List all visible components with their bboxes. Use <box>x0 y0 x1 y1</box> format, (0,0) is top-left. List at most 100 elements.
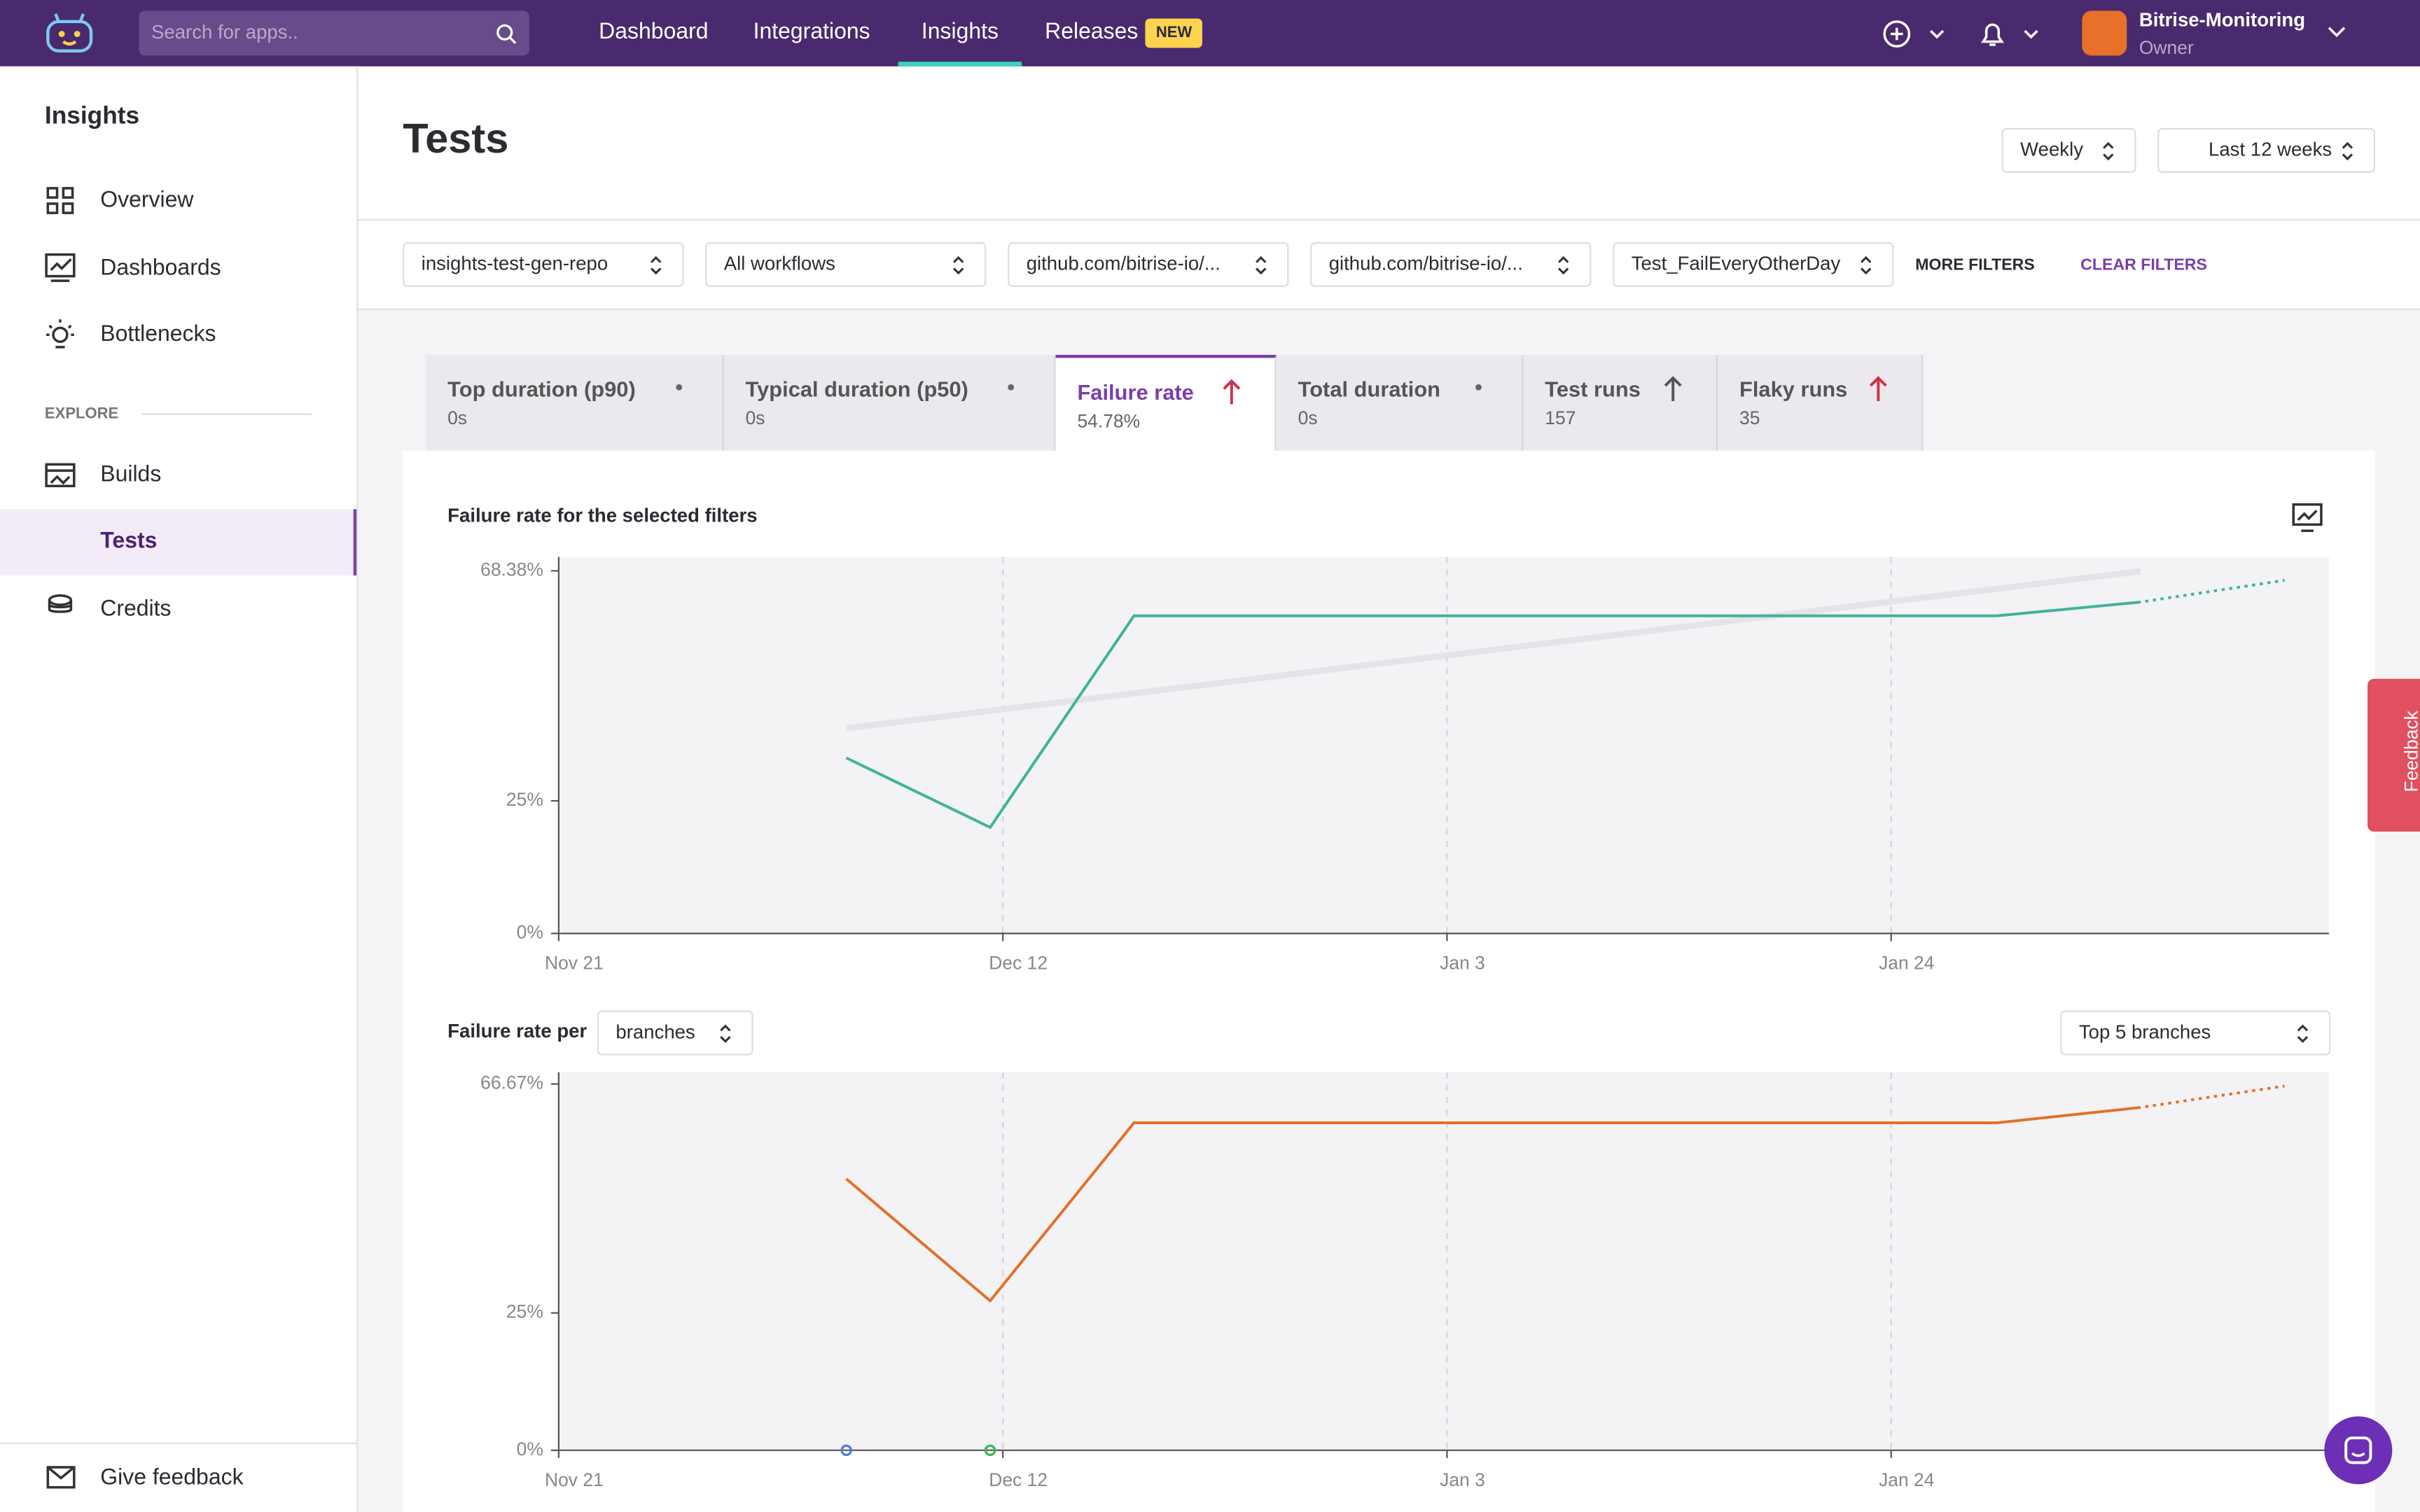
y-tick-label: 25% <box>506 789 543 810</box>
section-label: EXPLORE <box>44 405 119 423</box>
sidebar: Insights Overview Dashboards Bottlenecks… <box>0 66 359 1512</box>
y-tick-label: 66.67% <box>480 1072 543 1093</box>
give-feedback[interactable]: Give feedback <box>100 1465 244 1491</box>
filter-select[interactable]: Test_FailEveryOtherDay <box>1613 242 1894 287</box>
point <box>840 1444 852 1457</box>
chevron <box>1256 255 1267 275</box>
group-select[interactable]: branches <box>597 1010 753 1056</box>
tab-trend <box>1008 384 1015 391</box>
y-tick-label: 25% <box>506 1301 543 1322</box>
metric-tab[interactable]: Total duration 0s <box>1276 354 1524 451</box>
x-tick-label: Dec 12 <box>989 1469 1048 1490</box>
tab-value: 35 <box>1739 407 1760 429</box>
sidebar-title: Insights <box>44 103 140 130</box>
nav-link[interactable]: Dashboard <box>599 20 709 45</box>
chevron <box>953 255 964 275</box>
tab-label: Failure rate <box>1077 379 1194 405</box>
avatar[interactable] <box>2082 10 2127 56</box>
x-tick-label: Nov 21 <box>545 1469 604 1490</box>
metric-tab[interactable]: Test runs 157 <box>1523 354 1718 451</box>
top-bar: Search for apps.. Dashboard Integrations… <box>0 0 2420 66</box>
chevron <box>2297 1024 2309 1043</box>
divider <box>358 218 2420 221</box>
tab-value: 0s <box>1298 407 1318 429</box>
tab-label: Flaky runs <box>1739 376 1848 402</box>
nav-link[interactable]: Integrations <box>753 20 870 45</box>
tab-trend <box>1869 376 1887 402</box>
nav-item-selected[interactable] <box>0 509 357 576</box>
series-line <box>845 579 2285 830</box>
footer-rule <box>0 1442 357 1445</box>
plot-area <box>558 556 2329 934</box>
top-text: Top 5 branches <box>2078 1021 2211 1043</box>
chart-title: Failure rate for the selected filters <box>447 505 757 526</box>
tab-label: Top duration (p90) <box>447 376 636 402</box>
top-icons[interactable] <box>1880 17 2050 50</box>
feedback-tab[interactable]: Feedback <box>2367 678 2420 832</box>
nav-item[interactable]: Dashboards <box>100 255 221 281</box>
chat-icon <box>2344 1436 2372 1464</box>
chevron <box>651 255 662 275</box>
filter-select[interactable]: github.com/bitrise-io/... <box>1310 242 1592 287</box>
more-filters[interactable]: MORE FILTERS <box>1915 255 2035 275</box>
chart-title: Failure rate per <box>447 1020 587 1042</box>
plot-area <box>558 1072 2329 1450</box>
filter-text: github.com/bitrise-io/... <box>1328 253 1523 275</box>
tab-value: 157 <box>1545 407 1576 429</box>
metric-tab[interactable]: Flaky runs 35 <box>1718 354 1924 451</box>
range-select[interactable]: Last 12 weeks <box>2157 127 2376 173</box>
nav-item[interactable]: Builds <box>100 463 162 488</box>
chevron <box>2103 141 2114 161</box>
search-icon <box>496 24 517 44</box>
logo[interactable] <box>45 13 95 55</box>
filter-text: All workflows <box>723 253 835 275</box>
nav-item[interactable]: Tests <box>100 528 158 554</box>
metric-tab[interactable]: Top duration (p90) 0s <box>426 354 724 451</box>
tab-label: Test runs <box>1545 376 1641 402</box>
y-tick-label: 0% <box>517 921 543 942</box>
search-box[interactable]: Search for apps.. <box>139 10 529 56</box>
x-tick-label: Dec 12 <box>989 953 1048 974</box>
tab-trend <box>1664 376 1682 402</box>
nav-item[interactable]: Credits <box>100 596 172 622</box>
x-tick-label: Jan 3 <box>1440 953 1485 974</box>
tab-trend <box>1223 379 1241 405</box>
nav-item[interactable]: Bottlenecks <box>100 322 216 347</box>
top-select[interactable]: Top 5 branches <box>2060 1010 2331 1056</box>
filter-text: insights-test-gen-repo <box>421 253 609 275</box>
tab-label: Typical duration (p50) <box>745 376 968 402</box>
page-title: Tests <box>403 115 509 162</box>
filter-select[interactable]: All workflows <box>705 242 987 287</box>
nav-link[interactable]: Insights <box>921 20 999 45</box>
account-name: Bitrise-Monitoring <box>2139 9 2306 31</box>
tab-trend <box>676 384 683 391</box>
metric-tab[interactable]: Typical duration (p50) 0s <box>723 354 1056 451</box>
point <box>984 1444 996 1457</box>
clear-filters[interactable]: CLEAR FILTERS <box>2080 255 2207 275</box>
x-tick-label: Jan 24 <box>1879 953 1934 974</box>
tab-value: 0s <box>745 407 765 429</box>
tab-value: 0s <box>447 407 468 429</box>
x-tick-label: Jan 24 <box>1879 1469 1934 1490</box>
filter-select[interactable]: github.com/bitrise-io/... <box>1008 242 1289 287</box>
period-text: Weekly <box>2020 139 2083 161</box>
nav-item[interactable]: Overview <box>100 188 194 214</box>
x-tick-label: Nov 21 <box>545 953 604 974</box>
tab-value: 54.78% <box>1077 410 1141 433</box>
search-placeholder: Search for apps.. <box>151 21 298 43</box>
filter-select[interactable]: insights-test-gen-repo <box>403 242 684 287</box>
nav-link[interactable]: Releases <box>1045 20 1139 45</box>
period-select[interactable]: Weekly <box>2001 127 2136 173</box>
nav-underline <box>898 62 1022 66</box>
range-text: Last 12 weeks <box>2209 139 2332 161</box>
account-role: Owner <box>2139 36 2194 59</box>
y-tick-label: 0% <box>517 1438 543 1460</box>
group-text: branches <box>616 1021 695 1043</box>
account-chevron[interactable] <box>2326 24 2348 40</box>
chart-type-icon[interactable] <box>2292 503 2323 534</box>
metric-tab[interactable]: Failure rate 54.78% <box>1055 354 1277 451</box>
chat-button[interactable] <box>2324 1416 2393 1485</box>
filter-text: github.com/bitrise-io/... <box>1026 253 1221 275</box>
